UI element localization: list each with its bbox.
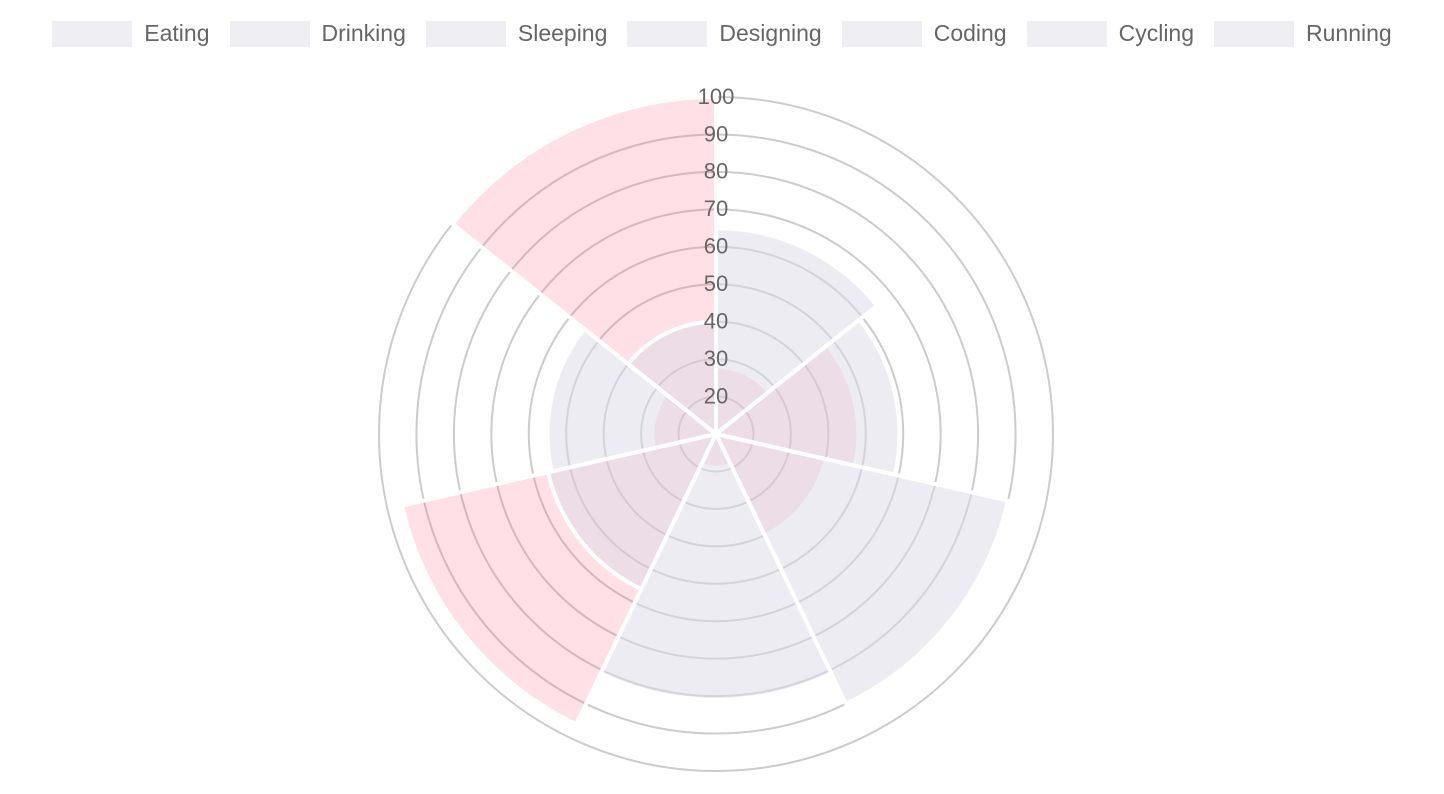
legend-item[interactable]: Eating bbox=[52, 20, 210, 47]
legend-swatch bbox=[425, 20, 506, 47]
legend-swatch bbox=[1214, 20, 1295, 47]
wedge bbox=[598, 432, 834, 702]
legend-label: Eating bbox=[144, 20, 210, 46]
legend-swatch bbox=[229, 20, 310, 47]
legend-item[interactable]: Cycling bbox=[1026, 20, 1195, 47]
y-tick-label: 70 bbox=[704, 196, 728, 221]
legend: Eating Drinking Sleeping Designing Coding Cyc… bbox=[0, 20, 1444, 47]
legend-swatch bbox=[1026, 20, 1107, 47]
y-tick-label: 60 bbox=[704, 234, 728, 259]
tick-labels: 20 30 40 50 60 70 80 90 100 bbox=[698, 84, 735, 409]
legend-label: Designing bbox=[719, 20, 822, 46]
wedges bbox=[400, 95, 1011, 727]
wedge bbox=[714, 432, 1011, 706]
legend-item[interactable]: Sleeping bbox=[425, 20, 608, 47]
legend-label: Running bbox=[1306, 20, 1392, 46]
y-tick-label: 40 bbox=[704, 308, 728, 333]
legend-label: Sleeping bbox=[517, 20, 608, 46]
legend-swatch bbox=[627, 20, 708, 47]
legend-swatch bbox=[52, 20, 133, 47]
legend-label: Cycling bbox=[1118, 20, 1195, 46]
legend-label: Coding bbox=[933, 20, 1007, 46]
legend-swatch bbox=[841, 20, 922, 47]
legend-item[interactable]: Coding bbox=[841, 20, 1007, 47]
y-tick-label: 80 bbox=[704, 159, 728, 184]
legend-label: Drinking bbox=[321, 20, 406, 46]
wedge bbox=[714, 226, 880, 436]
y-tick-label: 100 bbox=[698, 84, 735, 109]
y-tick-label: 30 bbox=[704, 346, 728, 371]
legend-item[interactable]: Running bbox=[1214, 20, 1392, 47]
legend-item[interactable]: Drinking bbox=[229, 20, 406, 47]
wedge bbox=[545, 326, 718, 474]
wedge bbox=[626, 319, 718, 436]
y-tick-label: 50 bbox=[704, 271, 728, 296]
wedge bbox=[546, 432, 718, 592]
legend-item[interactable]: Designing bbox=[627, 20, 822, 47]
wedge bbox=[714, 317, 902, 477]
y-tick-label: 90 bbox=[704, 121, 728, 146]
y-tick-label: 20 bbox=[704, 383, 728, 408]
